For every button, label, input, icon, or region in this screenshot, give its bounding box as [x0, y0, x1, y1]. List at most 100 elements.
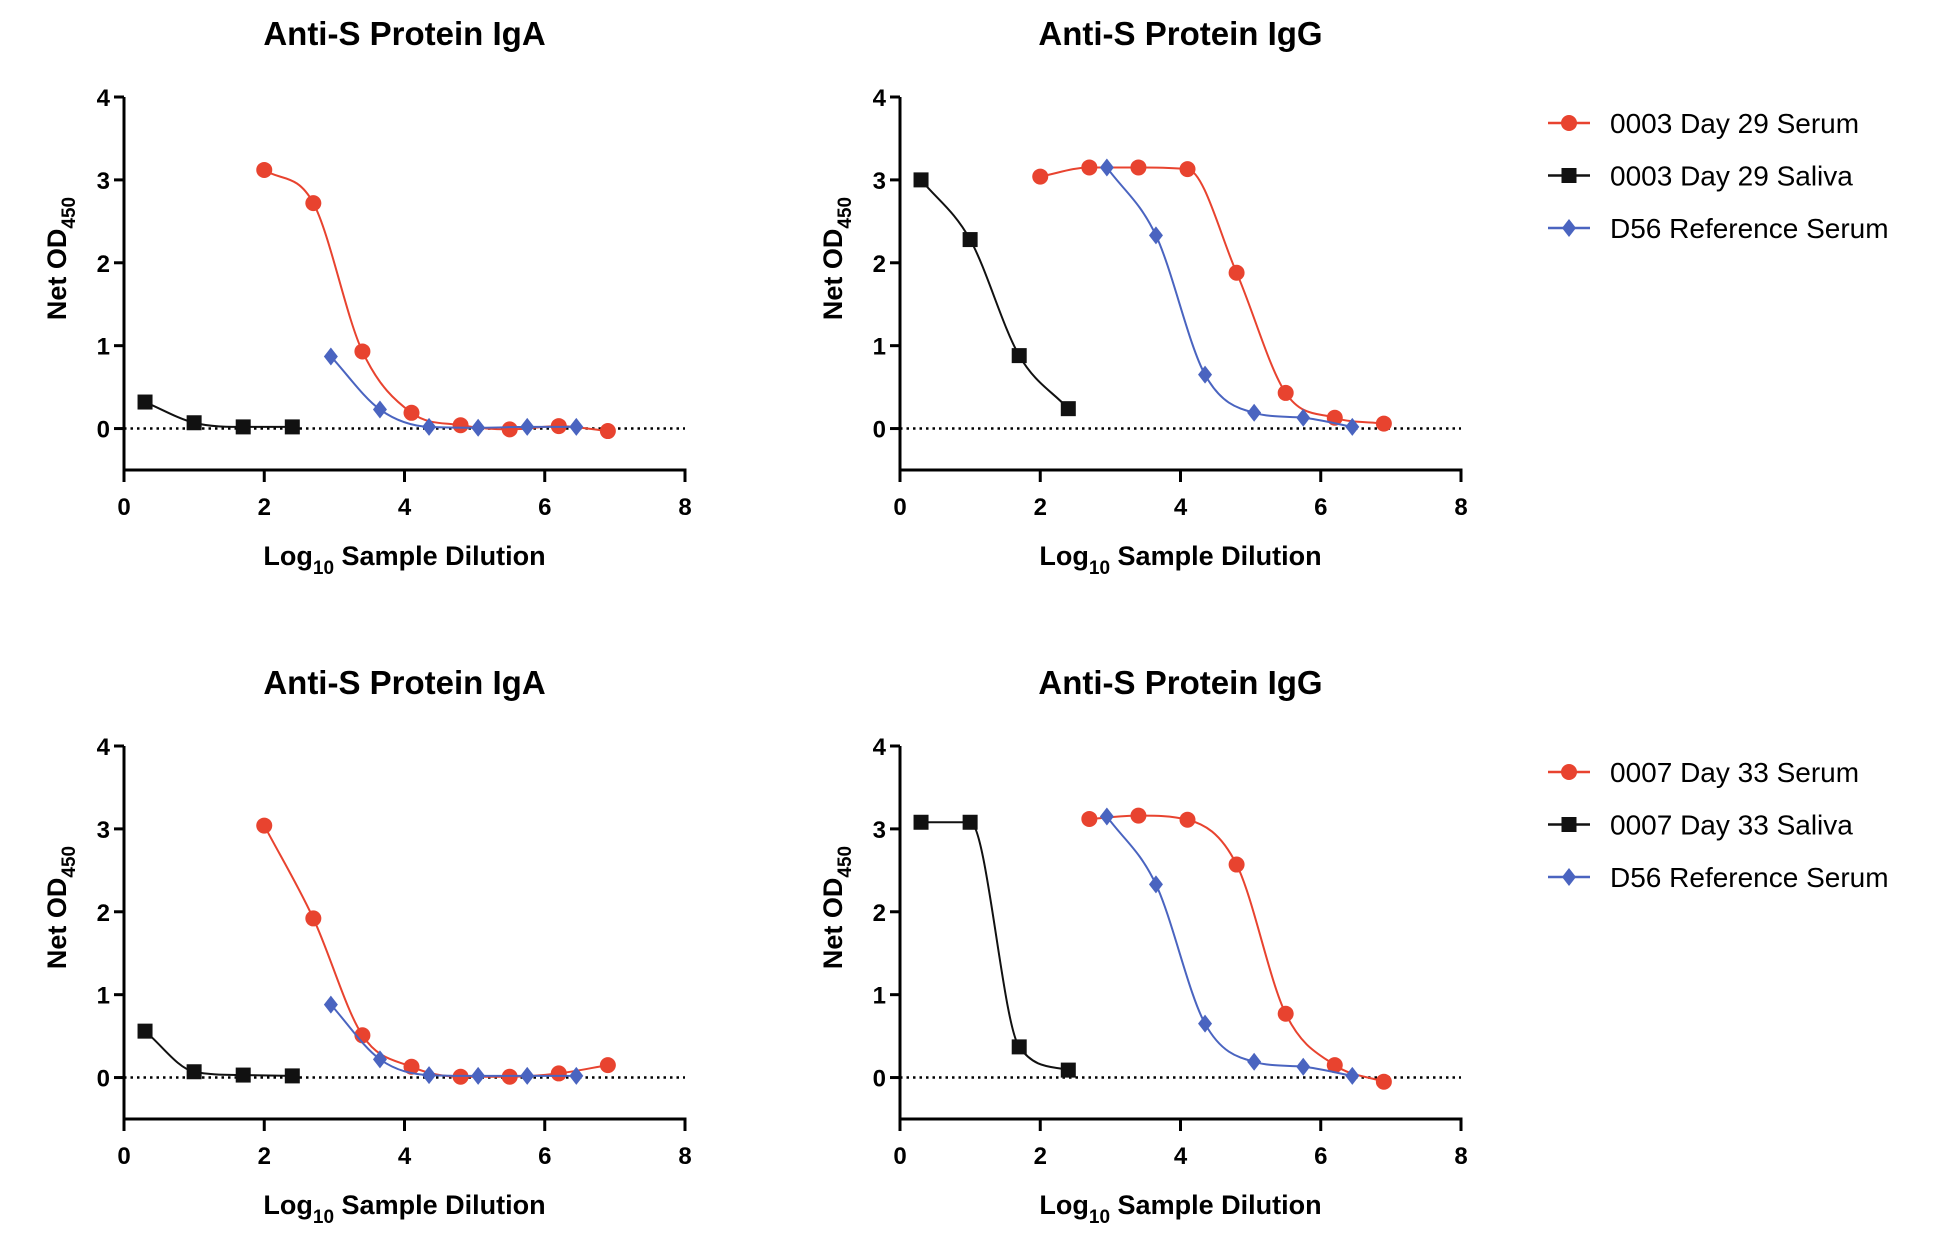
series — [1099, 158, 1360, 436]
data-point — [1011, 348, 1027, 364]
data-point — [1060, 1062, 1076, 1078]
fit-curve — [144, 1030, 293, 1077]
data-point — [137, 394, 153, 410]
data-point — [256, 161, 273, 178]
chart-panel: Anti-S Protein IgA 0 1 2 3 4 0 2 4 6 8 Log10 Sample… — [42, 664, 692, 1228]
data-point — [372, 400, 387, 419]
y-tick-label: 1 — [97, 334, 110, 361]
chart-title: Anti-S Protein IgA — [263, 664, 545, 701]
data-point — [599, 423, 616, 440]
data-point — [1130, 807, 1147, 824]
fit-curve — [330, 355, 577, 429]
y-tick-label: 4 — [873, 85, 887, 112]
data-point — [284, 419, 300, 435]
legend-marker — [1561, 115, 1577, 131]
x-tick-label: 8 — [678, 494, 691, 521]
fit-curve — [263, 825, 609, 1078]
fit-curve — [1106, 815, 1353, 1077]
data-point — [520, 1066, 535, 1085]
x-tick-label: 0 — [893, 494, 906, 521]
data-point — [323, 347, 338, 366]
data-point — [962, 814, 978, 830]
y-tick-label: 4 — [97, 85, 111, 112]
x-axis-label: Log10 Sample Dilution — [263, 1190, 545, 1228]
legend: 0007 Day 33 Serum 0007 Day 33 Saliva D56 R… — [1548, 757, 1889, 893]
data-point — [913, 814, 929, 830]
legend-entry: 0003 Day 29 Saliva — [1548, 161, 1853, 192]
data-point — [1060, 401, 1076, 417]
legend-label: 0007 Day 33 Serum — [1610, 757, 1859, 788]
data-point — [186, 1064, 202, 1080]
y-axis-label-main: Net OD — [818, 878, 848, 970]
x-axis-label-rest: Sample Dilution — [334, 1190, 546, 1220]
x-tick-label: 8 — [1454, 494, 1467, 521]
chart-title: Anti-S Protein IgA — [263, 15, 545, 52]
data-point — [1099, 807, 1114, 826]
chart-title: Anti-S Protein IgG — [1038, 15, 1322, 52]
x-axis-label-main: Log — [1039, 541, 1088, 571]
series — [137, 394, 300, 435]
legend-marker — [1561, 168, 1577, 183]
y-tick-label: 0 — [97, 1066, 110, 1093]
y-axis-label-main: Net OD — [818, 229, 848, 321]
x-axis-label-sub: 10 — [1089, 1207, 1110, 1228]
series — [256, 817, 616, 1085]
data-point — [354, 343, 371, 360]
data-point — [1081, 159, 1098, 176]
y-axis-label-main: Net OD — [42, 878, 72, 970]
series — [1032, 159, 1392, 432]
data-point — [403, 1058, 420, 1075]
data-point — [569, 417, 584, 436]
data-point — [186, 415, 202, 431]
x-tick-label: 6 — [1314, 1143, 1327, 1170]
legend-label: D56 Reference Serum — [1610, 862, 1889, 893]
data-point — [422, 1066, 437, 1085]
y-axis-label: Net OD450 — [42, 197, 80, 320]
y-tick-label: 3 — [873, 168, 886, 195]
legend-marker — [1562, 868, 1576, 886]
data-point — [137, 1023, 153, 1039]
data-point — [1179, 811, 1196, 828]
legend-marker — [1562, 219, 1576, 237]
y-tick-label: 1 — [873, 983, 886, 1010]
x-axis-label: Log10 Sample Dilution — [1039, 541, 1321, 579]
y-tick-label: 1 — [97, 983, 110, 1010]
data-point — [1345, 1066, 1360, 1085]
x-axis-label-sub: 10 — [1089, 558, 1110, 579]
y-tick-label: 1 — [873, 334, 886, 361]
x-axis-label-rest: Sample Dilution — [334, 541, 546, 571]
x-axis-label-main: Log — [263, 541, 312, 571]
x-axis-label: Log10 Sample Dilution — [263, 541, 545, 579]
x-tick-label: 2 — [1034, 494, 1047, 521]
x-tick-label: 8 — [1454, 1143, 1467, 1170]
data-point — [599, 1057, 616, 1074]
y-axis-label-sub: 450 — [59, 197, 80, 229]
data-point — [471, 1066, 486, 1085]
x-tick-label: 4 — [1174, 1143, 1188, 1170]
x-axis-label-main: Log — [1039, 1190, 1088, 1220]
x-tick-label: 2 — [1034, 1143, 1047, 1170]
x-axis-label: Log10 Sample Dilution — [1039, 1190, 1321, 1228]
data-point — [1148, 226, 1163, 245]
data-point — [1198, 1014, 1213, 1033]
data-point — [403, 404, 420, 421]
data-point — [1296, 408, 1311, 427]
data-point — [1277, 1005, 1294, 1022]
x-tick-label: 2 — [258, 494, 271, 521]
data-point — [1130, 159, 1147, 176]
series — [913, 172, 1076, 417]
x-tick-label: 4 — [1174, 494, 1188, 521]
legend-entry: D56 Reference Serum — [1548, 862, 1889, 893]
data-point — [1198, 365, 1213, 384]
data-point — [1326, 1057, 1343, 1074]
data-point — [913, 172, 929, 188]
data-point — [520, 417, 535, 436]
y-tick-label: 4 — [873, 734, 887, 761]
fit-curve — [144, 401, 293, 428]
data-point — [323, 995, 338, 1014]
x-axis-label-rest: Sample Dilution — [1110, 1190, 1322, 1220]
legend-marker — [1561, 764, 1577, 780]
y-tick-label: 2 — [97, 900, 110, 927]
chart-panel: Anti-S Protein IgA 0 1 2 3 4 0 2 4 6 8 Log10 Sample… — [42, 15, 692, 579]
x-tick-label: 4 — [398, 494, 412, 521]
